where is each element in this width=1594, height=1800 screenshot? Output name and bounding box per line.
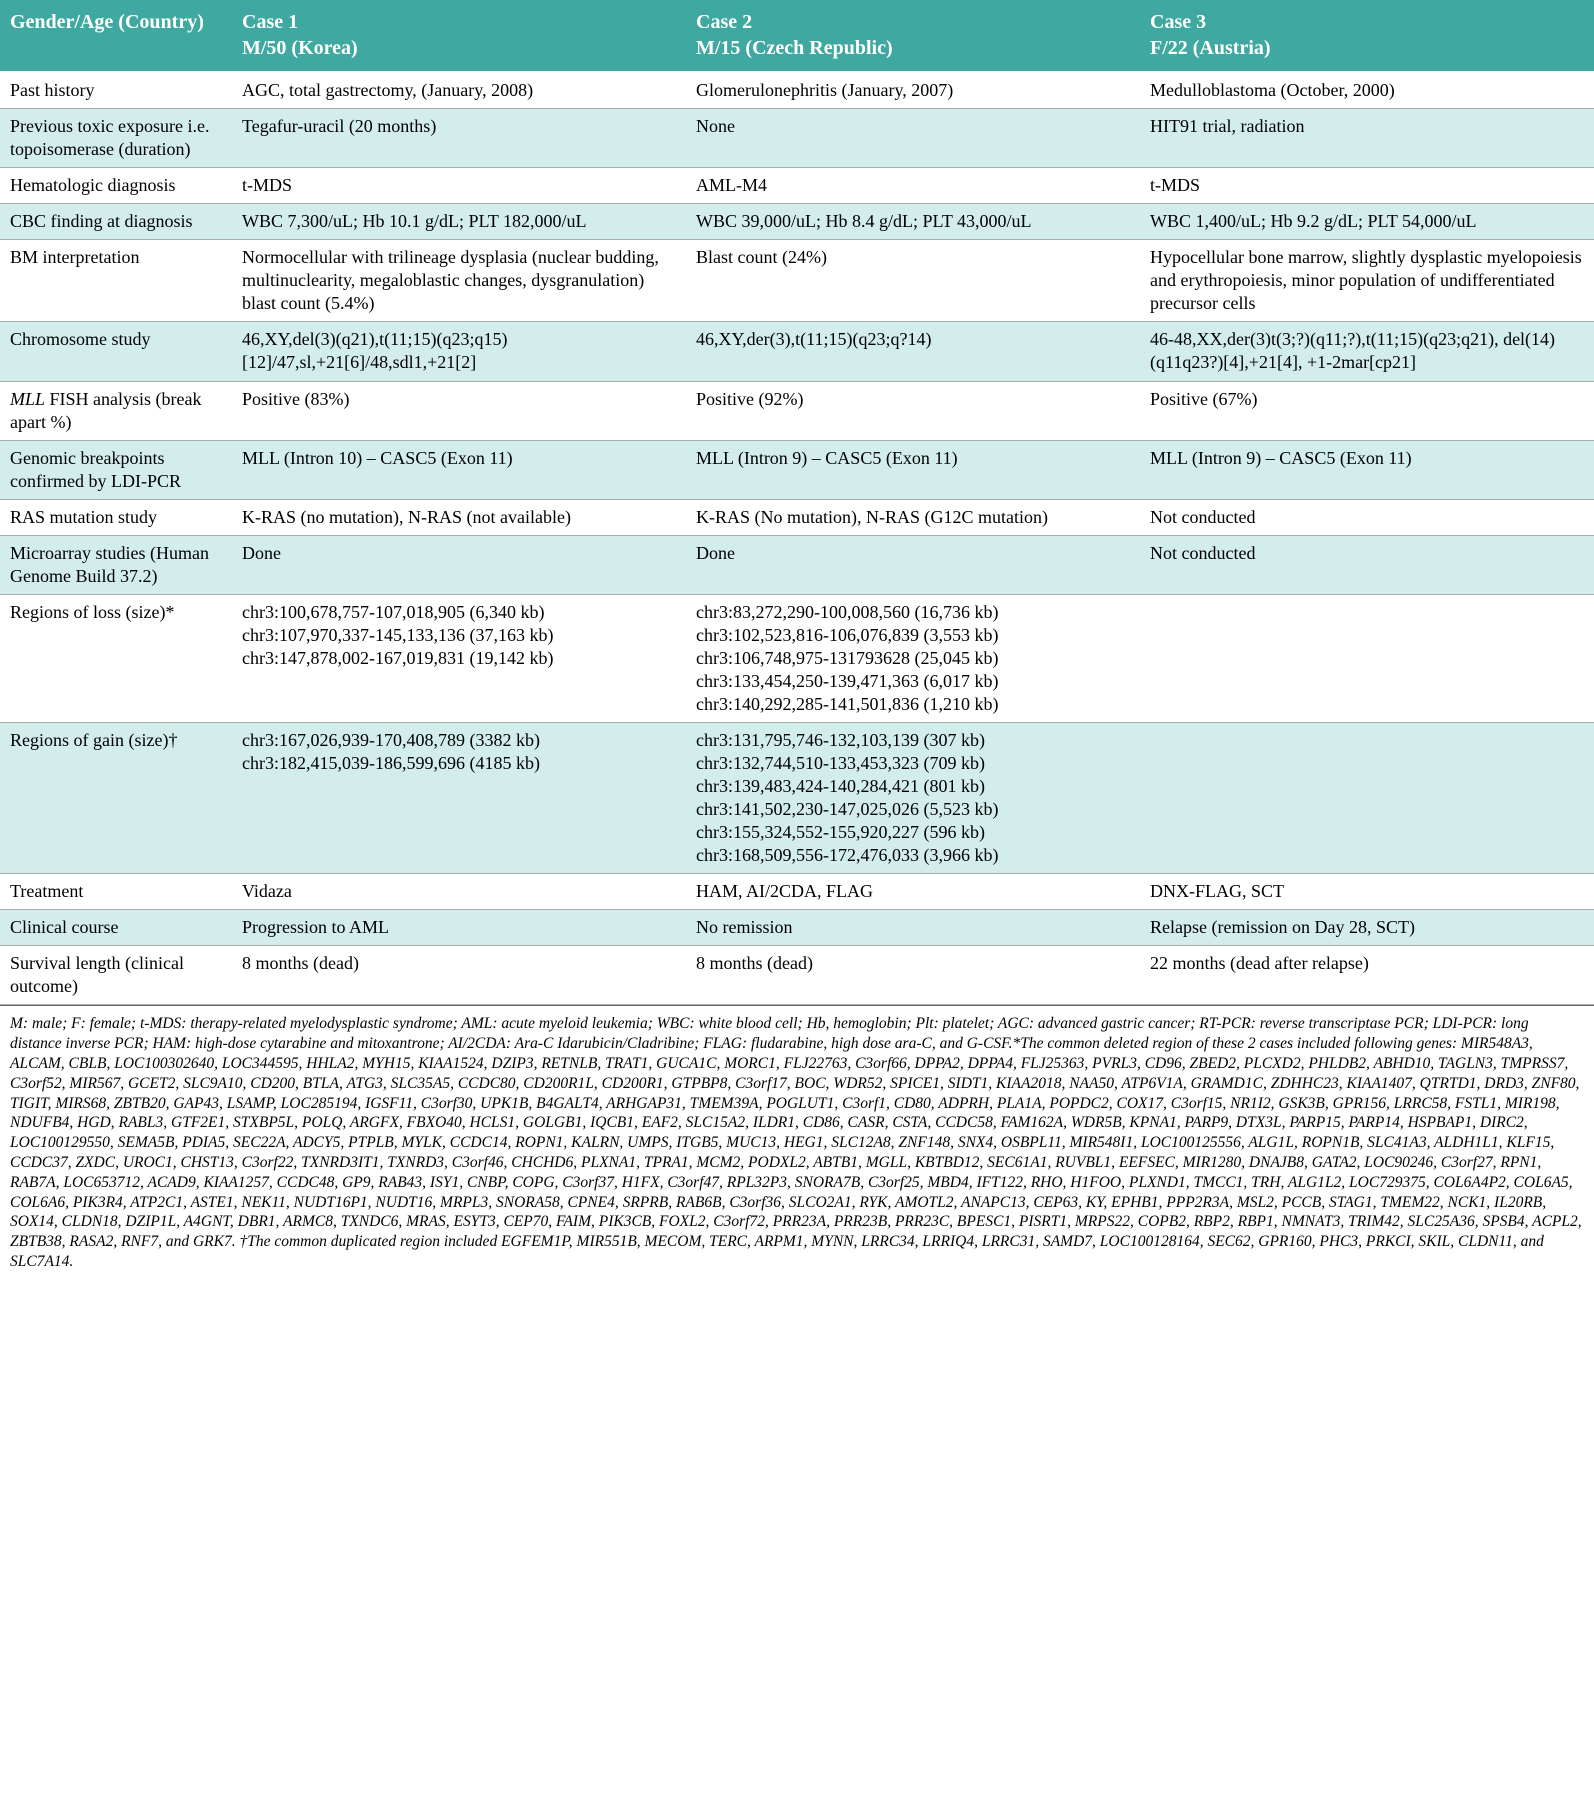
cell-case3: Relapse (remission on Day 28, SCT)	[1140, 910, 1594, 946]
cell-case2: K-RAS (No mutation), N-RAS (G12C mutatio…	[686, 499, 1140, 535]
row-label: Treatment	[0, 874, 232, 910]
h0-l2: Gender/Age (Country)	[10, 10, 222, 36]
row-label: CBC finding at diagnosis	[0, 204, 232, 240]
row-label: Past history	[0, 72, 232, 109]
cell-case3: 22 months (dead after relapse)	[1140, 946, 1594, 1005]
table-row: Previous toxic exposure i.e. topoisomera…	[0, 109, 1594, 168]
table-row: Microarray studies (Human Genome Build 3…	[0, 535, 1594, 594]
row-label: Chromosome study	[0, 322, 232, 381]
table-row: RAS mutation studyK-RAS (no mutation), N…	[0, 499, 1594, 535]
cell-case2: HAM, AI/2CDA, FLAG	[686, 874, 1140, 910]
table-row: Regions of loss (size)*chr3:100,678,757-…	[0, 594, 1594, 722]
cell-case2: chr3:131,795,746-132,103,139 (307 kb)chr…	[686, 722, 1140, 873]
table-row: Genomic breakpoints confirmed by LDI-PCR…	[0, 440, 1594, 499]
cell-case1: chr3:100,678,757-107,018,905 (6,340 kb)c…	[232, 594, 686, 722]
h2-l1: Case 2	[696, 10, 1130, 36]
col-header-label: Gender/Age (Country)	[0, 0, 232, 72]
header-row: Gender/Age (Country) Case 1 M/50 (Korea)…	[0, 0, 1594, 72]
cell-case3: t-MDS	[1140, 168, 1594, 204]
row-label: Hematologic diagnosis	[0, 168, 232, 204]
table-row: Chromosome study46,XY,del(3)(q21),t(11;1…	[0, 322, 1594, 381]
table-row: MLL FISH analysis (break apart %)Positiv…	[0, 381, 1594, 440]
row-label: BM interpretation	[0, 240, 232, 322]
row-label: Regions of loss (size)*	[0, 594, 232, 722]
row-label: Microarray studies (Human Genome Build 3…	[0, 535, 232, 594]
cell-case2: No remission	[686, 910, 1140, 946]
table-row: Hematologic diagnosist-MDSAML-M4t-MDS	[0, 168, 1594, 204]
table-row: Clinical courseProgression to AMLNo remi…	[0, 910, 1594, 946]
h1-l1: Case 1	[242, 10, 676, 36]
cell-case2: Done	[686, 535, 1140, 594]
table-row: Survival length (clinical outcome)8 mont…	[0, 946, 1594, 1005]
table-row: CBC finding at diagnosisWBC 7,300/uL; Hb…	[0, 204, 1594, 240]
cell-case3: HIT91 trial, radiation	[1140, 109, 1594, 168]
h1-l2: M/50 (Korea)	[242, 36, 676, 62]
cell-case1: K-RAS (no mutation), N-RAS (not availabl…	[232, 499, 686, 535]
cell-case3: Positive (67%)	[1140, 381, 1594, 440]
table-row: Regions of gain (size)†chr3:167,026,939-…	[0, 722, 1594, 873]
table-row: BM interpretationNormocellular with tril…	[0, 240, 1594, 322]
cell-case1: Tegafur-uracil (20 months)	[232, 109, 686, 168]
cell-case3: Not conducted	[1140, 499, 1594, 535]
cell-case3: DNX-FLAG, SCT	[1140, 874, 1594, 910]
h3-l1: Case 3	[1150, 10, 1584, 36]
clinical-cases-table: Gender/Age (Country) Case 1 M/50 (Korea)…	[0, 0, 1594, 1005]
cell-case3: MLL (Intron 9) – CASC5 (Exon 11)	[1140, 440, 1594, 499]
cell-case1: Positive (83%)	[232, 381, 686, 440]
cell-case2: chr3:83,272,290-100,008,560 (16,736 kb)c…	[686, 594, 1140, 722]
table-row: TreatmentVidazaHAM, AI/2CDA, FLAGDNX-FLA…	[0, 874, 1594, 910]
cell-case2: Glomerulonephritis (January, 2007)	[686, 72, 1140, 109]
cell-case2: MLL (Intron 9) – CASC5 (Exon 11)	[686, 440, 1140, 499]
cell-case2: Positive (92%)	[686, 381, 1140, 440]
cell-case1: WBC 7,300/uL; Hb 10.1 g/dL; PLT 182,000/…	[232, 204, 686, 240]
cell-case1: AGC, total gastrectomy, (January, 2008)	[232, 72, 686, 109]
row-label: Genomic breakpoints confirmed by LDI-PCR	[0, 440, 232, 499]
cell-case2: AML-M4	[686, 168, 1140, 204]
table-row: Past historyAGC, total gastrectomy, (Jan…	[0, 72, 1594, 109]
table-body: Past historyAGC, total gastrectomy, (Jan…	[0, 72, 1594, 1005]
cell-case1: Done	[232, 535, 686, 594]
cell-case1: Progression to AML	[232, 910, 686, 946]
col-header-case2: Case 2 M/15 (Czech Republic)	[686, 0, 1140, 72]
col-header-case1: Case 1 M/50 (Korea)	[232, 0, 686, 72]
cell-case3: Medulloblastoma (October, 2000)	[1140, 72, 1594, 109]
cell-case3: WBC 1,400/uL; Hb 9.2 g/dL; PLT 54,000/uL	[1140, 204, 1594, 240]
cell-case2: 8 months (dead)	[686, 946, 1140, 1005]
cell-case2: None	[686, 109, 1140, 168]
row-label: Survival length (clinical outcome)	[0, 946, 232, 1005]
h3-l2: F/22 (Austria)	[1150, 36, 1584, 62]
cell-case3: Hypocellular bone marrow, slightly dyspl…	[1140, 240, 1594, 322]
cell-case1: t-MDS	[232, 168, 686, 204]
row-label: MLL FISH analysis (break apart %)	[0, 381, 232, 440]
row-label: RAS mutation study	[0, 499, 232, 535]
cell-case1: MLL (Intron 10) – CASC5 (Exon 11)	[232, 440, 686, 499]
cell-case1: Vidaza	[232, 874, 686, 910]
cell-case1: chr3:167,026,939-170,408,789 (3382 kb)ch…	[232, 722, 686, 873]
row-label: Regions of gain (size)†	[0, 722, 232, 873]
cell-case1: 46,XY,del(3)(q21),t(11;15)(q23;q15)[12]/…	[232, 322, 686, 381]
cell-case3	[1140, 594, 1594, 722]
h2-l2: M/15 (Czech Republic)	[696, 36, 1130, 62]
cell-case2: 46,XY,der(3),t(11;15)(q23;q?14)	[686, 322, 1140, 381]
footnote-text: M: male; F: female; t-MDS: therapy-relat…	[0, 1005, 1594, 1282]
cell-case1: Normocellular with trilineage dysplasia …	[232, 240, 686, 322]
cell-case2: Blast count (24%)	[686, 240, 1140, 322]
cell-case2: WBC 39,000/uL; Hb 8.4 g/dL; PLT 43,000/u…	[686, 204, 1140, 240]
cell-case3: 46-48,XX,der(3)t(3;?)(q11;?),t(11;15)(q2…	[1140, 322, 1594, 381]
cell-case3: Not conducted	[1140, 535, 1594, 594]
col-header-case3: Case 3 F/22 (Austria)	[1140, 0, 1594, 72]
cell-case1: 8 months (dead)	[232, 946, 686, 1005]
cell-case3	[1140, 722, 1594, 873]
row-label: Clinical course	[0, 910, 232, 946]
row-label: Previous toxic exposure i.e. topoisomera…	[0, 109, 232, 168]
